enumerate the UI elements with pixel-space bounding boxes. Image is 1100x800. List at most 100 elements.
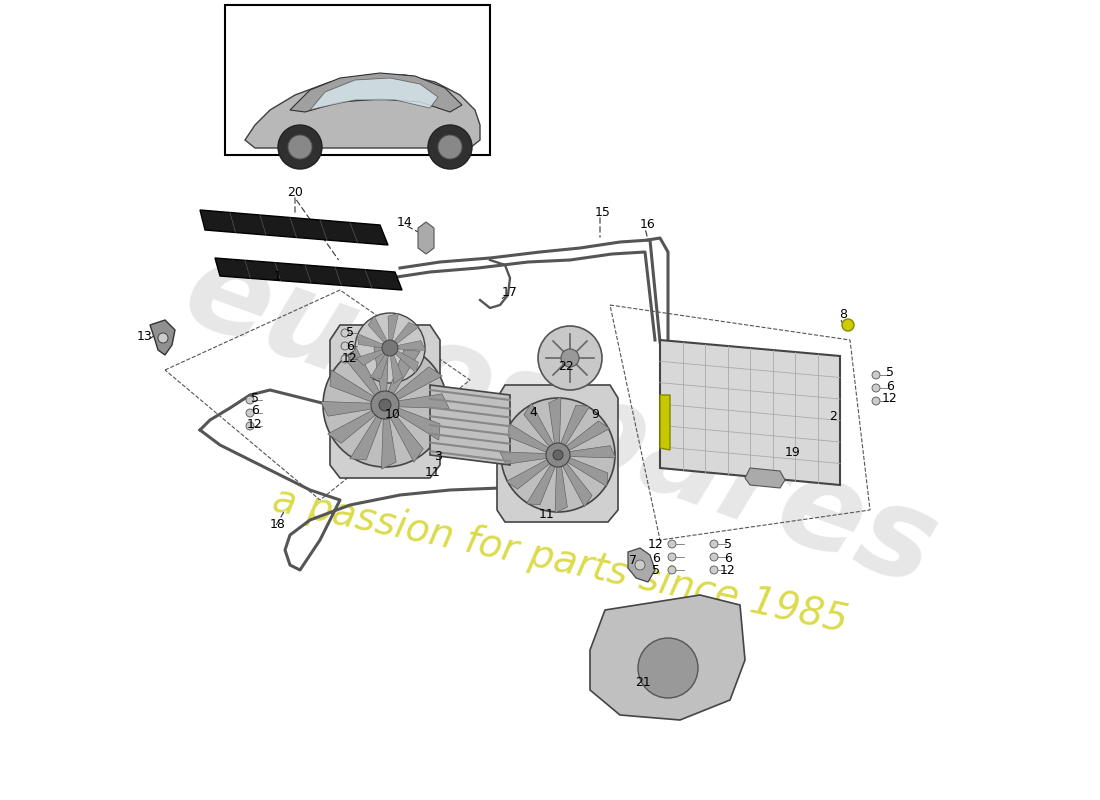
Polygon shape	[508, 423, 553, 454]
Circle shape	[246, 409, 254, 417]
Polygon shape	[556, 462, 568, 513]
Circle shape	[872, 384, 880, 392]
Polygon shape	[559, 406, 590, 450]
Polygon shape	[358, 334, 386, 348]
Circle shape	[341, 342, 349, 350]
Text: 5: 5	[886, 366, 894, 379]
Circle shape	[500, 398, 615, 512]
Polygon shape	[500, 452, 551, 464]
Polygon shape	[290, 73, 462, 112]
Polygon shape	[527, 460, 557, 505]
Polygon shape	[390, 406, 440, 440]
Text: 18: 18	[271, 518, 286, 530]
Polygon shape	[387, 410, 424, 462]
Polygon shape	[350, 411, 384, 460]
Polygon shape	[497, 385, 618, 522]
Text: 22: 22	[558, 361, 574, 374]
Circle shape	[638, 638, 698, 698]
Text: 20: 20	[287, 186, 303, 198]
Polygon shape	[200, 210, 388, 245]
Text: 12: 12	[720, 565, 736, 578]
Polygon shape	[395, 341, 426, 350]
Circle shape	[635, 560, 645, 570]
Text: 14: 14	[397, 215, 412, 229]
Circle shape	[355, 313, 425, 383]
Circle shape	[668, 566, 676, 574]
Text: 5: 5	[251, 391, 258, 405]
Polygon shape	[430, 385, 510, 465]
Text: 6: 6	[251, 405, 258, 418]
Text: 8: 8	[839, 309, 847, 322]
Text: 3: 3	[434, 450, 442, 463]
Polygon shape	[524, 403, 556, 450]
Polygon shape	[346, 348, 383, 400]
Polygon shape	[660, 395, 670, 450]
Text: 6: 6	[724, 551, 732, 565]
Circle shape	[158, 333, 168, 343]
Circle shape	[323, 343, 447, 467]
Circle shape	[538, 326, 602, 390]
Circle shape	[546, 443, 570, 467]
Polygon shape	[564, 446, 616, 458]
Text: 11: 11	[539, 509, 554, 522]
Circle shape	[710, 540, 718, 548]
Polygon shape	[374, 341, 388, 398]
Polygon shape	[745, 468, 785, 488]
Text: 6: 6	[652, 551, 660, 565]
Circle shape	[561, 349, 579, 367]
Text: 9: 9	[591, 409, 598, 422]
Text: 21: 21	[635, 675, 651, 689]
Polygon shape	[563, 456, 608, 486]
Circle shape	[872, 397, 880, 405]
Polygon shape	[393, 394, 449, 409]
Text: 13: 13	[138, 330, 153, 343]
Circle shape	[872, 371, 880, 379]
Polygon shape	[549, 397, 561, 449]
Circle shape	[668, 553, 676, 561]
Circle shape	[553, 450, 563, 460]
Text: 10: 10	[385, 409, 400, 422]
Circle shape	[382, 340, 398, 356]
Text: 17: 17	[502, 286, 518, 298]
Circle shape	[278, 125, 322, 169]
Polygon shape	[560, 459, 592, 506]
Text: 12: 12	[342, 353, 358, 366]
Text: 7: 7	[629, 554, 637, 566]
Polygon shape	[370, 352, 389, 378]
Text: 4: 4	[529, 406, 537, 418]
Circle shape	[246, 396, 254, 404]
Circle shape	[341, 355, 349, 363]
Text: 5: 5	[652, 565, 660, 578]
Circle shape	[371, 391, 399, 419]
Circle shape	[246, 422, 254, 430]
Polygon shape	[310, 78, 438, 110]
Polygon shape	[562, 421, 609, 453]
Text: 12: 12	[882, 393, 898, 406]
Text: 11: 11	[425, 466, 441, 478]
Circle shape	[288, 135, 312, 159]
Bar	[226, 5, 490, 155]
Text: 12: 12	[648, 538, 664, 551]
Circle shape	[428, 125, 472, 169]
Polygon shape	[393, 322, 419, 346]
Circle shape	[710, 553, 718, 561]
Circle shape	[341, 329, 349, 337]
Polygon shape	[321, 402, 377, 416]
Circle shape	[842, 319, 854, 331]
Polygon shape	[628, 548, 654, 582]
Polygon shape	[150, 320, 175, 355]
Polygon shape	[330, 370, 380, 404]
Text: 6: 6	[887, 379, 894, 393]
Circle shape	[710, 566, 718, 574]
Polygon shape	[418, 222, 434, 254]
Text: eurospares: eurospares	[168, 228, 951, 612]
Text: 2: 2	[829, 410, 837, 423]
Polygon shape	[506, 458, 553, 489]
Polygon shape	[330, 325, 440, 478]
Text: 12: 12	[248, 418, 263, 430]
Circle shape	[668, 540, 676, 548]
Polygon shape	[382, 412, 396, 469]
Text: 19: 19	[785, 446, 801, 458]
Polygon shape	[386, 350, 420, 399]
Polygon shape	[590, 595, 745, 720]
